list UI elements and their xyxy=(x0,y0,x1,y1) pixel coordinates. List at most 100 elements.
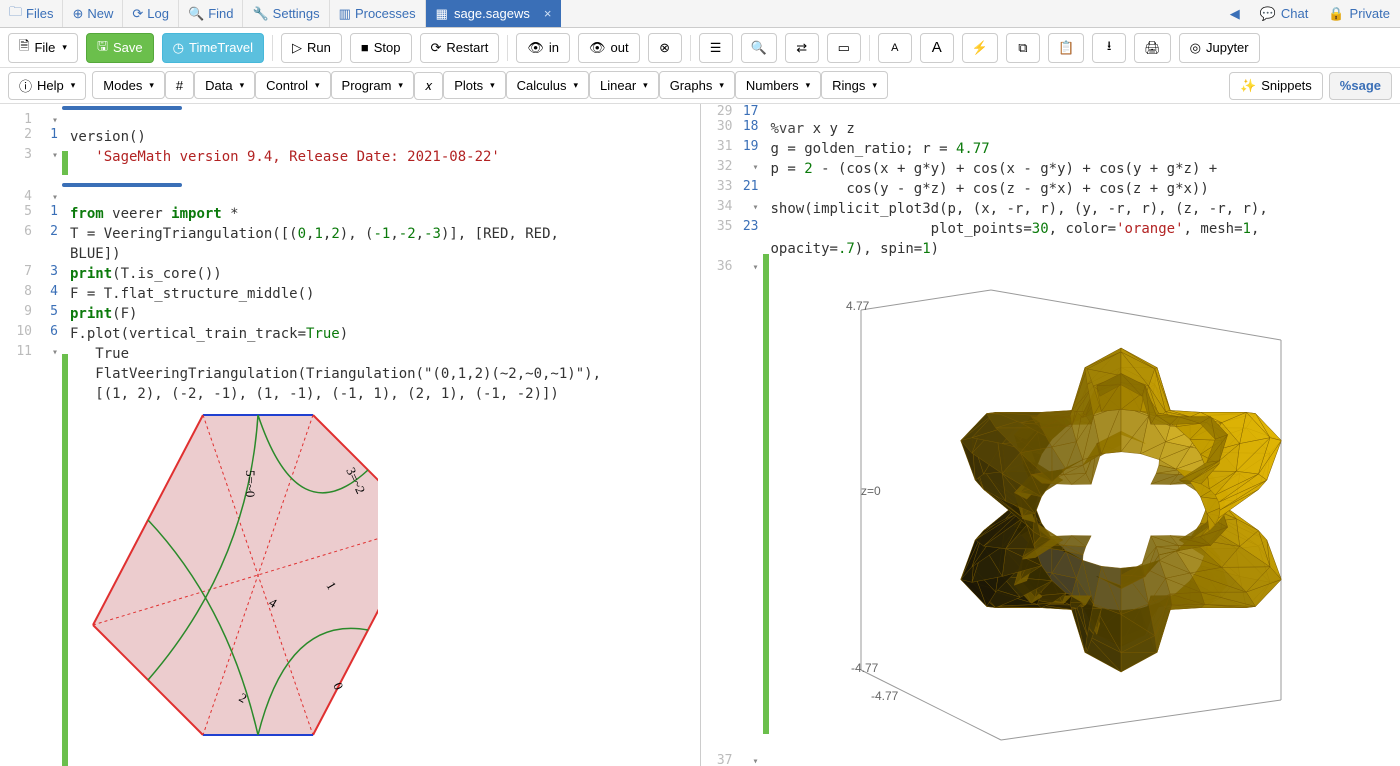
project-link-new[interactable]: ⊕New xyxy=(63,0,123,27)
project-link-label: Log xyxy=(147,6,169,21)
code-row[interactable]: 3119g = golden_ratio; r = 4.77 xyxy=(701,139,1400,159)
run-label: Run xyxy=(307,40,331,55)
stop-button[interactable]: ■Stop xyxy=(350,33,412,63)
sage-mode-button[interactable]: %sage xyxy=(1329,72,1392,100)
code-row[interactable]: 62T = VeeringTriangulation([(0,1,2), (-1… xyxy=(0,224,700,264)
gutter: 11▾ xyxy=(0,344,58,359)
menu-plots[interactable]: Plots▾ xyxy=(443,71,505,99)
code-row[interactable]: 84F = T.flat_structure_middle() xyxy=(0,284,700,304)
code-row[interactable]: 2917 xyxy=(701,104,1400,119)
font-icon: A xyxy=(891,42,898,54)
file-tab-sage[interactable]: ▦ sage.sagews × xyxy=(426,0,562,27)
plot-3d[interactable]: 4.77z=0-4.77-4.77 xyxy=(801,280,1400,753)
back-button[interactable]: ◀ xyxy=(1220,0,1250,27)
code-row[interactable]: 3321 cos(y - g*z) + cos(z - g*x) + cos(z… xyxy=(701,179,1400,199)
cell-divider[interactable] xyxy=(62,183,182,187)
code-row[interactable]: 3523 plot_points=30, color='orange', mes… xyxy=(701,219,1400,239)
code-text[interactable]: p = 2 - (cos(x + g*y) + cos(x - g*y) + c… xyxy=(759,159,1400,179)
project-link-label: Find xyxy=(208,6,233,21)
code-row[interactable]: 73print(T.is_core()) xyxy=(0,264,700,284)
zoom-button[interactable]: 🔍 xyxy=(741,33,777,63)
code-row[interactable]: 36▾ xyxy=(701,259,1400,274)
gutter: 21 xyxy=(0,127,58,142)
code-row[interactable]: 106F.plot(vertical_train_track=True) xyxy=(0,324,700,344)
menu-linear[interactable]: Linear▾ xyxy=(589,71,659,99)
code-text[interactable]: F = T.flat_structure_middle() xyxy=(58,284,700,304)
menu-control[interactable]: Control▾ xyxy=(255,71,330,99)
editor-pane-right[interactable]: 29173018%var x y z3119g = golden_ratio; … xyxy=(701,104,1400,766)
font-small-button[interactable]: A xyxy=(878,33,912,63)
menu-modes[interactable]: Modes▾ xyxy=(92,71,165,99)
download-button[interactable]: ⭳ xyxy=(1092,33,1126,63)
close-icon[interactable]: × xyxy=(544,6,552,21)
code-text[interactable]: T = VeeringTriangulation([(0,1,2), (-1,-… xyxy=(58,224,700,264)
code-row[interactable]: 3▾ 'SageMath version 9.4, Release Date: … xyxy=(0,147,700,167)
paste-button[interactable]: 📋 xyxy=(1048,33,1084,63)
menu-[interactable]: 𝑥 xyxy=(414,72,443,100)
chat-icon: 💬 xyxy=(1260,6,1276,22)
menu-data[interactable]: Data▾ xyxy=(194,71,255,99)
snippets-button[interactable]: ✨Snippets xyxy=(1229,72,1323,100)
cell-divider[interactable] xyxy=(62,106,182,110)
project-link-settings[interactable]: 🔧Settings xyxy=(243,0,329,27)
menu-calculus[interactable]: Calculus▾ xyxy=(506,71,589,99)
code-text[interactable]: True FlatVeeringTriangulation(Triangulat… xyxy=(58,344,700,404)
font-large-button[interactable]: A xyxy=(920,33,954,63)
clear-button[interactable]: ⊗ xyxy=(648,33,682,63)
in-button[interactable]: 👁in xyxy=(516,33,570,63)
restart-button[interactable]: ⟳Restart xyxy=(420,33,500,63)
gutter: 4▾ xyxy=(0,189,58,204)
chat-button[interactable]: 💬Chat xyxy=(1250,0,1319,27)
code-text[interactable]: from veerer import * xyxy=(58,204,700,224)
panel-button[interactable]: ▭ xyxy=(827,33,861,63)
code-text[interactable]: opacity=.7), spin=1) xyxy=(759,239,1400,259)
code-text[interactable]: plot_points=30, color='orange', mesh=1, xyxy=(759,219,1400,239)
code-row[interactable]: 32▾p = 2 - (cos(x + g*y) + cos(x - g*y) … xyxy=(701,159,1400,179)
timetravel-button[interactable]: ◷ TimeTravel xyxy=(162,33,264,63)
menu-bar: ⓘHelp▾ Modes▾#Data▾Control▾Program▾ 𝑥 Plot… xyxy=(0,68,1400,104)
out-button[interactable]: 👁out xyxy=(578,33,640,63)
split-button[interactable]: ⇄ xyxy=(785,33,819,63)
settings-icon: 🔧 xyxy=(252,6,268,22)
code-text[interactable]: version() xyxy=(58,127,700,147)
indent-button[interactable]: ☰ xyxy=(699,33,733,63)
code-text[interactable]: %var x y z xyxy=(759,119,1400,139)
code-row[interactable]: 34▾show(implicit_plot3d(p, (x, -r, r), (… xyxy=(701,199,1400,219)
bolt-button[interactable]: ⚡ xyxy=(962,33,998,63)
code-row[interactable]: 21version() xyxy=(0,127,700,147)
code-row[interactable]: 1▾ xyxy=(0,112,700,127)
private-button[interactable]: 🔒Private xyxy=(1318,0,1400,27)
copy-button[interactable]: ⧉ xyxy=(1006,33,1040,63)
code-text[interactable]: 'SageMath version 9.4, Release Date: 202… xyxy=(58,147,700,167)
project-link-find[interactable]: 🔍Find xyxy=(179,0,243,27)
code-row[interactable]: opacity=.7), spin=1) xyxy=(701,239,1400,259)
code-text[interactable]: print(F) xyxy=(58,304,700,324)
project-link-files[interactable]: 🗀Files xyxy=(0,0,63,27)
menu-label: 𝑥 xyxy=(425,78,432,94)
code-text[interactable]: F.plot(vertical_train_track=True) xyxy=(58,324,700,344)
save-button[interactable]: 🖫 Save xyxy=(86,33,154,63)
project-link-processes[interactable]: ▥Processes xyxy=(330,0,426,27)
menu-numbers[interactable]: Numbers▾ xyxy=(735,71,821,99)
menu-[interactable]: # xyxy=(165,71,194,99)
jupyter-button[interactable]: ◎Jupyter xyxy=(1179,33,1260,63)
editor-pane-left[interactable]: 1▾21version()3▾ 'SageMath version 9.4, R… xyxy=(0,104,701,766)
print-button[interactable]: 🖨 xyxy=(1134,33,1171,63)
code-text[interactable]: cos(y - g*z) + cos(z - g*x) + cos(z + g*… xyxy=(759,179,1400,199)
project-link-log[interactable]: ⟳Log xyxy=(123,0,179,27)
code-row[interactable]: 95print(F) xyxy=(0,304,700,324)
code-row[interactable]: 4▾ xyxy=(0,189,700,204)
jupyter-icon: ◎ xyxy=(1190,40,1201,56)
code-row[interactable]: 11▾ True FlatVeeringTriangulation(Triang… xyxy=(0,344,700,404)
menu-graphs[interactable]: Graphs▾ xyxy=(659,71,735,99)
code-row[interactable]: 51from veerer import * xyxy=(0,204,700,224)
help-menu[interactable]: ⓘHelp▾ xyxy=(8,72,86,100)
menu-rings[interactable]: Rings▾ xyxy=(821,71,888,99)
code-row[interactable]: 3018%var x y z xyxy=(701,119,1400,139)
code-text[interactable]: show(implicit_plot3d(p, (x, -r, r), (y, … xyxy=(759,199,1400,219)
code-text[interactable]: g = golden_ratio; r = 4.77 xyxy=(759,139,1400,159)
file-menu-button[interactable]: 🗎 File ▾ xyxy=(8,33,78,63)
code-text[interactable]: print(T.is_core()) xyxy=(58,264,700,284)
menu-program[interactable]: Program▾ xyxy=(331,71,414,99)
run-button[interactable]: ▷Run xyxy=(281,33,342,63)
